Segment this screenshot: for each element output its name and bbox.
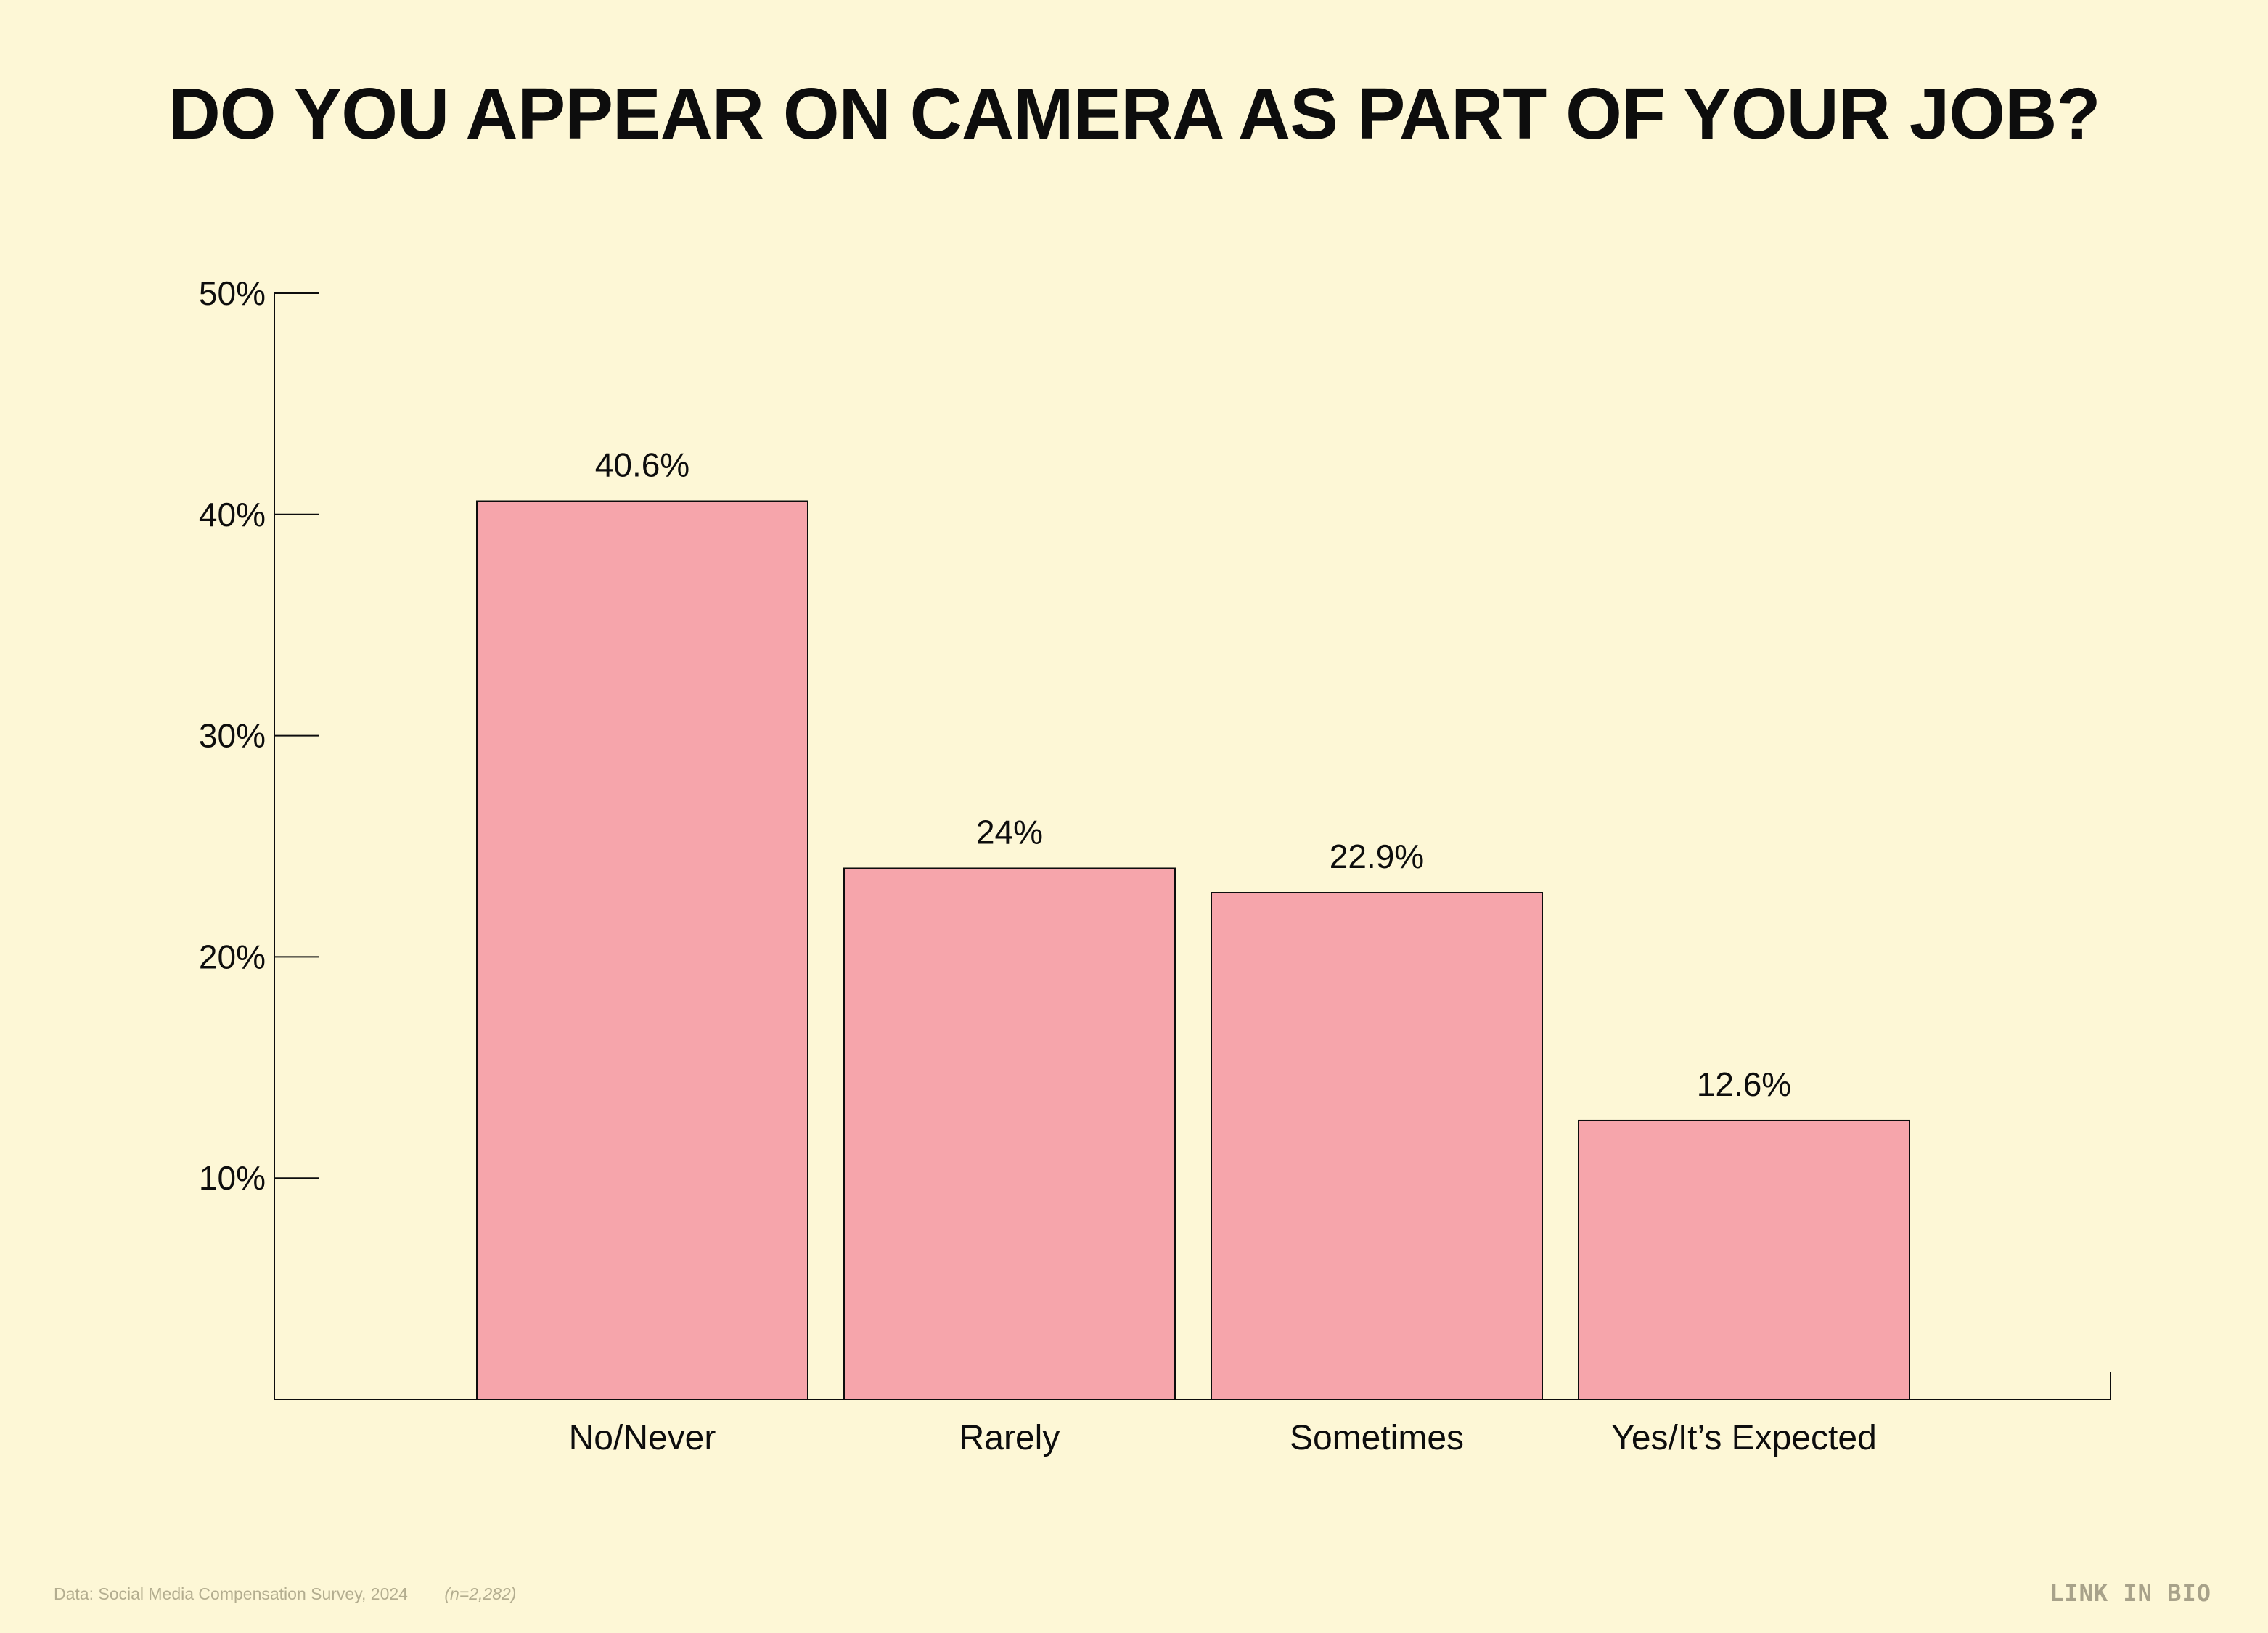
- link-in-bio-logo: LINK IN BIO: [2050, 1579, 2211, 1607]
- source-note: Data: Social Media Compensation Survey, …: [54, 1584, 516, 1604]
- y-tick-label: 50%: [199, 274, 266, 312]
- x-category-label: Rarely: [959, 1419, 1060, 1457]
- bar-value-label: 24%: [976, 813, 1043, 851]
- x-category-label: Yes/It’s Expected: [1611, 1419, 1877, 1457]
- bar: [1578, 1119, 1910, 1401]
- bar: [1211, 892, 1543, 1401]
- y-tick-label: 10%: [199, 1159, 266, 1197]
- y-tick-label: 40%: [199, 496, 266, 533]
- sample-size: (n=2,282): [444, 1584, 517, 1603]
- y-tick-label: 30%: [199, 717, 266, 755]
- y-tick-label: 20%: [199, 938, 266, 975]
- bar: [843, 867, 1176, 1400]
- x-category-label: Sometimes: [1290, 1419, 1464, 1457]
- bar-value-label: 40.6%: [595, 446, 689, 484]
- bar-value-label: 22.9%: [1330, 838, 1424, 875]
- chart-title: DO YOU APPEAR ON CAMERA AS PART OF YOUR …: [168, 73, 2101, 155]
- bar-value-label: 12.6%: [1697, 1065, 1791, 1103]
- bar: [476, 500, 808, 1401]
- x-category-label: No/Never: [569, 1419, 716, 1457]
- source-text: Data: Social Media Compensation Survey, …: [54, 1584, 408, 1603]
